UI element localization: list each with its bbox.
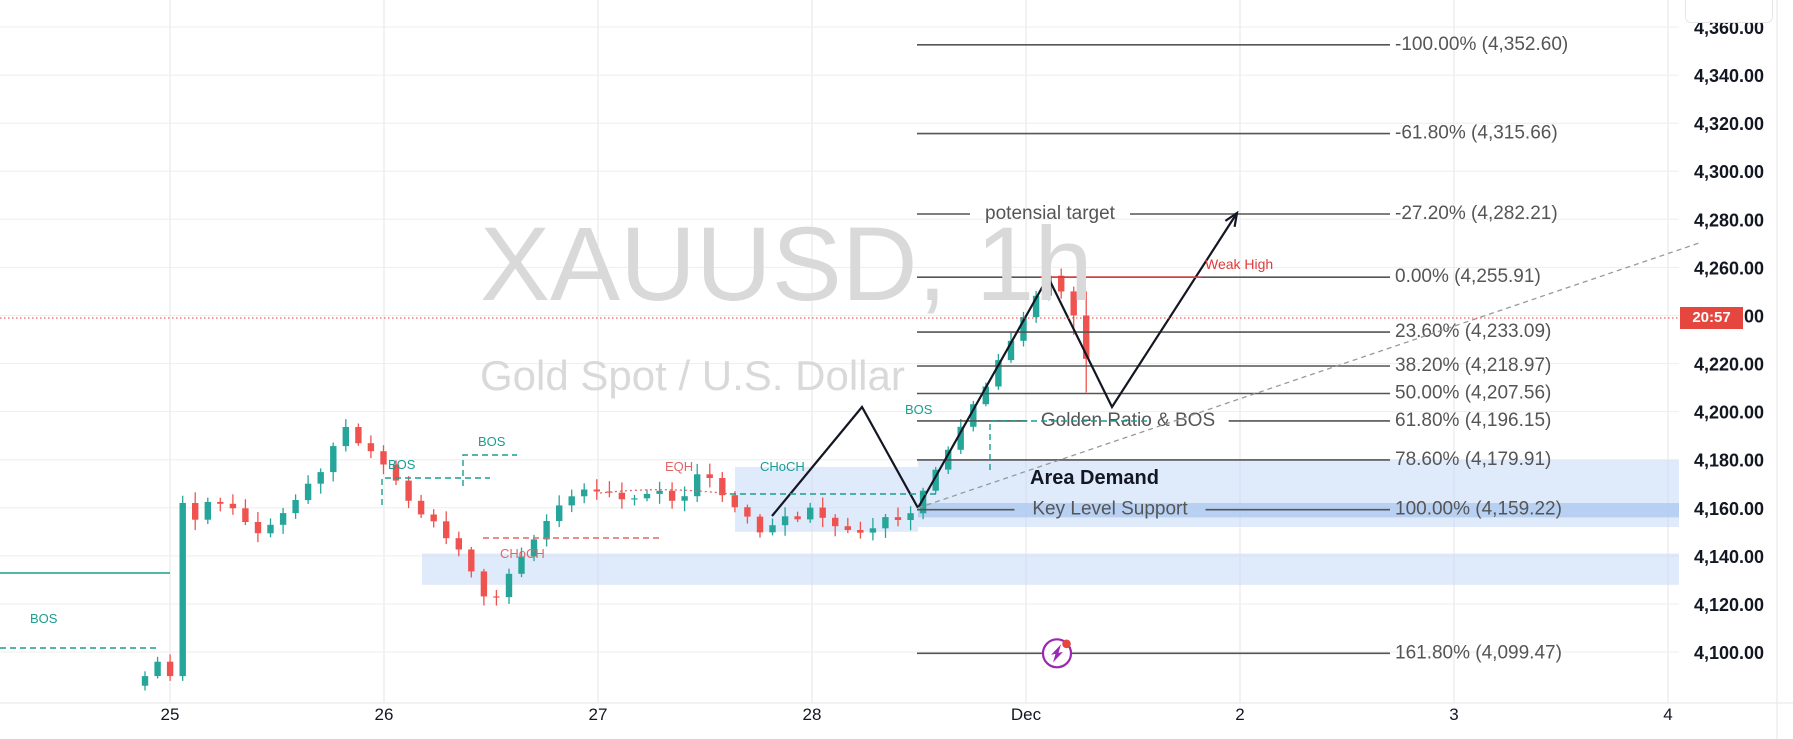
svg-text:4,320.00: 4,320.00 [1694,114,1764,134]
svg-text:BOS: BOS [30,611,58,626]
svg-text:4,260.00: 4,260.00 [1694,258,1764,278]
svg-text:25: 25 [161,705,180,724]
svg-text:4,160.00: 4,160.00 [1694,499,1764,519]
svg-text:Key Level Support: Key Level Support [1032,499,1188,520]
svg-text:100.00% (4,159.22): 100.00% (4,159.22) [1395,499,1562,520]
svg-text:78.60% (4,179.91): 78.60% (4,179.91) [1395,449,1551,470]
svg-text:38.20% (4,218.97): 38.20% (4,218.97) [1395,355,1551,376]
svg-text:BOS: BOS [905,402,933,417]
svg-text:4,180.00: 4,180.00 [1694,451,1764,471]
svg-text:0.00% (4,255.91): 0.00% (4,255.91) [1395,266,1541,287]
svg-text:CHoCH: CHoCH [500,546,545,561]
svg-text:Gold Spot / U.S. Dollar: Gold Spot / U.S. Dollar [480,352,905,399]
svg-text:XAUUSD, 1h: XAUUSD, 1h [480,206,1093,323]
svg-text:161.80% (4,099.47): 161.80% (4,099.47) [1395,642,1562,663]
svg-text:28: 28 [803,705,822,724]
svg-text:Area Demand: Area Demand [1030,467,1159,489]
svg-text:4,200.00: 4,200.00 [1694,403,1764,423]
svg-text:-27.20% (4,282.21): -27.20% (4,282.21) [1395,203,1558,224]
svg-text:4,120.00: 4,120.00 [1694,595,1764,615]
svg-text:4,220.00: 4,220.00 [1694,355,1764,375]
svg-text:61.80% (4,196.15): 61.80% (4,196.15) [1395,410,1551,431]
svg-text:Weak High: Weak High [1205,256,1273,272]
svg-text:Golden Ratio & BOS: Golden Ratio & BOS [1041,410,1215,431]
svg-text:50.00% (4,207.56): 50.00% (4,207.56) [1395,383,1551,404]
svg-text:4: 4 [1663,705,1672,724]
svg-text:3: 3 [1449,705,1458,724]
svg-text:-61.80% (4,315.66): -61.80% (4,315.66) [1395,123,1558,144]
svg-text:EQH: EQH [665,459,693,474]
svg-text:26: 26 [375,705,394,724]
svg-text:-100.00% (4,352.60): -100.00% (4,352.60) [1395,34,1568,55]
svg-text:4,300.00: 4,300.00 [1694,162,1764,182]
svg-text:27: 27 [589,705,608,724]
svg-text:4,140.00: 4,140.00 [1694,547,1764,567]
svg-text:4,340.00: 4,340.00 [1694,66,1764,86]
svg-text:4,280.00: 4,280.00 [1694,210,1764,230]
svg-text:CHoCH: CHoCH [760,459,805,474]
svg-text:BOS: BOS [478,434,506,449]
svg-text:23.60% (4,233.09): 23.60% (4,233.09) [1395,321,1551,342]
svg-text:4,100.00: 4,100.00 [1694,643,1764,663]
svg-text:BOS: BOS [388,457,416,472]
svg-text:Dec: Dec [1011,705,1042,724]
svg-text:2: 2 [1235,705,1244,724]
